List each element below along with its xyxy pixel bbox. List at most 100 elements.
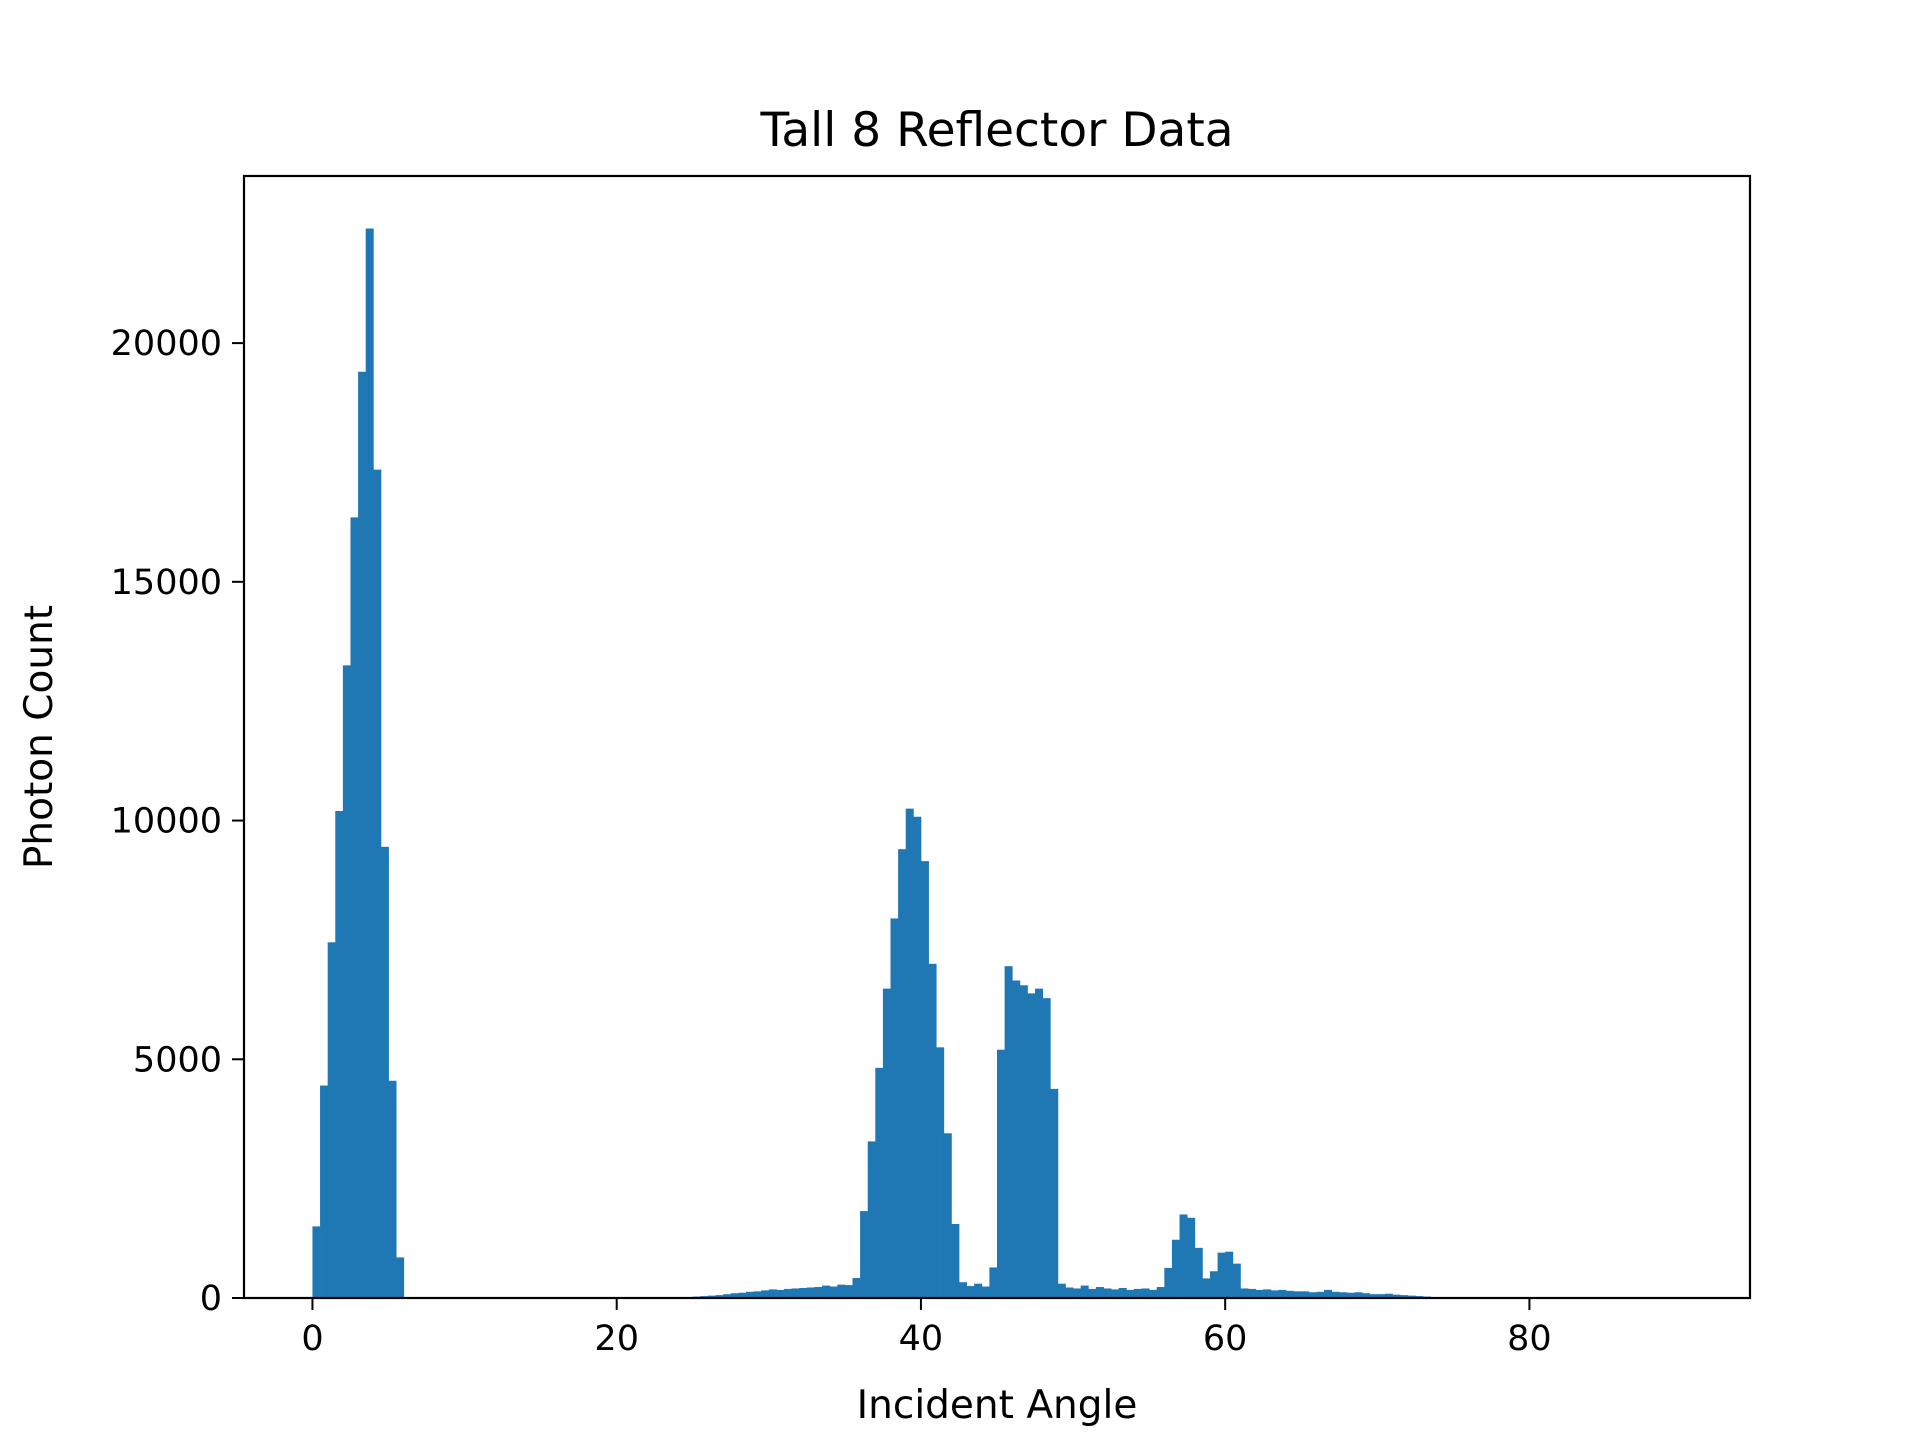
histogram-bar (875, 1067, 884, 1298)
histogram-bar (1065, 1287, 1074, 1298)
histogram-bar (1042, 998, 1051, 1298)
histogram-bar (920, 861, 929, 1298)
histogram-bar (380, 846, 389, 1298)
histogram-bar (822, 1285, 831, 1298)
histogram-bar (1095, 1287, 1104, 1298)
histogram-bar (1103, 1288, 1112, 1298)
plot-frame (242, 174, 1752, 1300)
histogram-bar (1232, 1263, 1241, 1298)
y-tick-label: 0 (200, 1279, 222, 1319)
histogram-bar (1270, 1290, 1279, 1298)
histogram-bar (776, 1289, 785, 1298)
histogram-bar (761, 1290, 770, 1298)
histogram-bar (1027, 993, 1036, 1298)
histogram-bar (989, 1267, 998, 1298)
histogram-bar (396, 1257, 405, 1298)
histogram-bar (738, 1292, 747, 1298)
histogram-bar (1286, 1290, 1295, 1298)
histogram-bar (1362, 1293, 1371, 1298)
histogram-bar (1187, 1217, 1196, 1298)
histogram-bar (844, 1285, 853, 1298)
histogram-bar (1149, 1289, 1158, 1298)
histogram-bar (936, 1047, 945, 1298)
histogram-bar (890, 918, 899, 1298)
histogram-bar (1126, 1289, 1135, 1298)
histogram-bar (746, 1291, 755, 1298)
histogram-bar (791, 1288, 800, 1298)
histogram-bar (350, 517, 359, 1298)
histogram-bar (1339, 1292, 1348, 1298)
histogram-bar (1400, 1295, 1409, 1298)
histogram-bar (1141, 1288, 1150, 1298)
histogram-bar (358, 371, 367, 1299)
histogram-bar (1111, 1289, 1120, 1298)
histogram-bar (1088, 1288, 1097, 1298)
histogram-bar (1369, 1294, 1378, 1298)
y-tick-label: 20000 (111, 324, 222, 364)
x-axis-label: Incident Angle (857, 1383, 1138, 1428)
histogram-bar (905, 808, 914, 1298)
histogram-bar (327, 942, 336, 1298)
y-tick-label: 10000 (111, 802, 222, 842)
histogram-bar (860, 1211, 869, 1298)
histogram-bar (867, 1141, 876, 1298)
x-tick-label: 60 (1203, 1319, 1248, 1359)
histogram-bar (943, 1133, 952, 1298)
histogram-bar (1012, 980, 1021, 1298)
histogram-bar (981, 1286, 990, 1298)
histogram-bar (1050, 1088, 1059, 1298)
histogram-bar (837, 1284, 846, 1298)
histogram-bar (753, 1291, 762, 1298)
x-tick-label: 0 (301, 1319, 323, 1359)
histogram-bar (1263, 1289, 1272, 1298)
histogram-bar (928, 963, 937, 1298)
histogram-bar (1080, 1285, 1089, 1298)
histogram-bar (1179, 1214, 1188, 1298)
histogram-bar (1240, 1288, 1249, 1298)
histogram-bar (1331, 1291, 1340, 1298)
y-axis-label: Photon Count (17, 605, 62, 869)
x-axis-ticks: 0 20 40 60 80 (301, 1298, 1552, 1359)
histogram-bar (1377, 1294, 1386, 1298)
histogram-bar (388, 1080, 397, 1298)
histogram-bar (1164, 1267, 1173, 1298)
histogram-bar (1316, 1291, 1325, 1298)
histogram-bar (951, 1223, 960, 1298)
histogram-bar (730, 1293, 739, 1298)
histogram-bar (806, 1287, 815, 1298)
histogram-bar (1384, 1293, 1393, 1298)
y-tick-label: 5000 (133, 1040, 222, 1080)
histogram-bar (784, 1288, 793, 1298)
histogram-bar (365, 228, 374, 1298)
histogram-bar (1004, 966, 1013, 1298)
y-axis-ticks: 0 5000 10000 15000 20000 (111, 324, 244, 1319)
histogram-bar (1171, 1239, 1180, 1298)
histogram-bar (799, 1287, 808, 1298)
x-tick-label: 20 (594, 1319, 639, 1359)
histogram-bar (1255, 1289, 1264, 1298)
y-tick-label: 15000 (111, 563, 222, 603)
histogram-bar (1217, 1252, 1226, 1298)
histogram-bar (1308, 1292, 1317, 1298)
histogram-bar (882, 988, 891, 1298)
histogram-bar (852, 1277, 861, 1298)
histogram-bar (997, 1049, 1006, 1298)
histogram-bar (1293, 1291, 1302, 1298)
histogram-bar (1354, 1292, 1363, 1298)
histogram-bar (312, 1226, 321, 1298)
histogram-bar (373, 469, 382, 1299)
histogram-bar (1073, 1288, 1082, 1298)
histogram-bars (312, 228, 1447, 1299)
histogram-bar (966, 1286, 975, 1298)
histogram-bar (1225, 1251, 1234, 1298)
histogram-bar (1035, 988, 1044, 1298)
histogram-bar (715, 1295, 724, 1298)
histogram-bar (829, 1286, 838, 1298)
histogram-bar (1278, 1289, 1287, 1298)
x-tick-label: 80 (1507, 1319, 1552, 1359)
histogram-bar (1392, 1294, 1401, 1298)
histogram-bar (342, 665, 351, 1298)
histogram-bar (974, 1283, 983, 1298)
